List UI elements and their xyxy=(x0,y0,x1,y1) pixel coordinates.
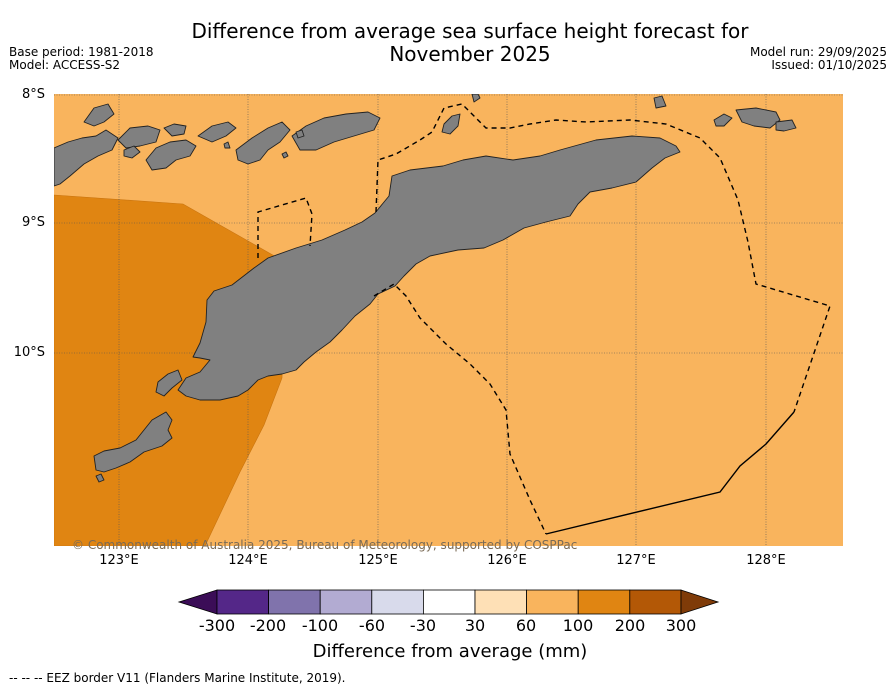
meta-right: Model run: 29/09/2025 Issued: 01/10/2025 xyxy=(750,46,887,72)
colorbar-seg-1 xyxy=(216,589,269,615)
colorbar-tick-label: -200 xyxy=(249,616,287,635)
issued-date: Issued: 01/10/2025 xyxy=(771,58,887,72)
lat-label-10s: 10°S xyxy=(13,345,45,360)
colorbar-tick-label: 200 xyxy=(614,616,646,635)
model-run: Model run: 29/09/2025 xyxy=(749,45,887,59)
lon-label-124e: 124°E xyxy=(228,553,268,568)
colorbar-seg-5 xyxy=(422,589,476,615)
meta-left: Base period: 1981-2018 Model: ACCESS-S2 xyxy=(9,46,154,72)
semau-island xyxy=(155,369,183,397)
colorbar-seg-7 xyxy=(526,589,579,615)
title-line-1: Difference from average sea surface heig… xyxy=(191,19,749,43)
eez-border xyxy=(257,103,831,535)
wetar-island xyxy=(291,111,381,151)
colorbar-tick-label: 60 xyxy=(515,616,537,635)
colorbar-tick-label: 30 xyxy=(464,616,486,635)
small-island-k xyxy=(223,141,231,149)
colorbar-tick-label: 100 xyxy=(562,616,594,635)
lon-label-128e: 128°E xyxy=(746,553,786,568)
colorbar-title: Difference from average (mm) xyxy=(312,641,588,662)
lembata-island xyxy=(117,125,161,149)
colorbar-seg-8 xyxy=(577,589,631,615)
rote-island xyxy=(93,411,173,473)
lat-label-8s: 8°S xyxy=(21,87,45,102)
colorbar-seg-2 xyxy=(268,589,321,615)
alor-island xyxy=(197,121,237,143)
colorbar-seg-3 xyxy=(319,589,373,615)
lon-label-126e: 126°E xyxy=(487,553,527,568)
colorbar-tick-label: 300 xyxy=(665,616,697,635)
colorbar-high-extend xyxy=(680,589,720,615)
small-island-j xyxy=(281,151,289,159)
colorbar-tick-label: -100 xyxy=(301,616,339,635)
copyright-notice: © Commonwealth of Australia 2025, Bureau… xyxy=(72,538,578,552)
small-island-h xyxy=(775,119,797,132)
small-island-g xyxy=(735,107,781,129)
title-line-2: November 2025 xyxy=(389,42,551,66)
small-island-f xyxy=(713,113,733,127)
land-masses xyxy=(54,94,797,483)
colorbar-tick-label: -300 xyxy=(198,616,236,635)
small-island-a xyxy=(163,123,187,137)
flores-island xyxy=(54,129,119,187)
colorbar-low-extend xyxy=(177,589,218,615)
colorbar-seg-6 xyxy=(474,589,527,615)
small-island-d xyxy=(471,94,481,103)
eez-legend-note: -- -- -- EEZ border V11 (Flanders Marine… xyxy=(9,671,346,685)
eez-solid-segment xyxy=(545,411,795,535)
small-island-c xyxy=(441,113,461,135)
colorbar-tick-label: -30 xyxy=(409,616,437,635)
adonara-island xyxy=(83,103,115,127)
wetar-west-island xyxy=(235,121,291,165)
timor-island xyxy=(177,135,681,401)
lon-label-125e: 125°E xyxy=(358,553,398,568)
small-island-e xyxy=(653,95,667,109)
small-island-l xyxy=(95,473,105,483)
lat-label-9s: 9°S xyxy=(21,215,45,230)
colorbar-seg-4 xyxy=(371,589,424,615)
colorbar-seg-9 xyxy=(629,589,682,615)
colorbar-tick-label: -60 xyxy=(358,616,386,635)
base-period: Base period: 1981-2018 xyxy=(9,45,154,59)
pantar-island xyxy=(145,139,197,171)
lon-label-123e: 123°E xyxy=(99,553,139,568)
small-island-i xyxy=(295,129,305,139)
lon-label-127e: 127°E xyxy=(616,553,656,568)
small-island-b xyxy=(123,145,141,159)
model-name: Model: ACCESS-S2 xyxy=(9,58,121,72)
chart-title: Difference from average sea surface heig… xyxy=(170,20,770,66)
colorbar xyxy=(177,589,720,615)
